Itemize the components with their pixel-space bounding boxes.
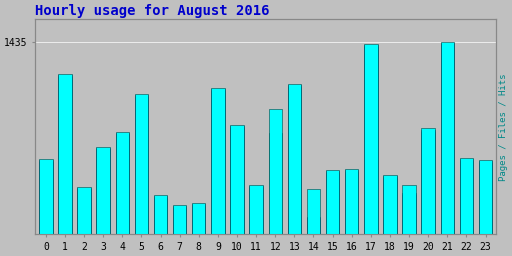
Bar <box>77 188 91 256</box>
Bar <box>173 206 186 256</box>
Bar <box>230 128 244 256</box>
Bar <box>307 218 320 256</box>
Bar <box>364 45 377 256</box>
Bar <box>269 109 282 256</box>
Bar <box>402 195 416 256</box>
Bar <box>479 161 492 256</box>
Bar <box>345 169 358 256</box>
Text: Hourly usage for August 2016: Hourly usage for August 2016 <box>35 4 270 18</box>
Bar <box>154 195 167 256</box>
Bar <box>383 175 397 256</box>
Bar <box>39 160 53 256</box>
Bar <box>326 170 339 256</box>
Bar <box>479 163 492 256</box>
Bar <box>460 158 473 256</box>
Bar <box>326 171 339 256</box>
Bar <box>326 173 339 256</box>
Bar <box>345 172 358 256</box>
Bar <box>460 159 473 256</box>
Bar <box>154 196 167 256</box>
Bar <box>96 149 110 256</box>
Bar <box>421 132 435 256</box>
Bar <box>77 187 91 256</box>
Bar <box>58 77 72 256</box>
Bar <box>345 170 358 256</box>
Bar <box>58 74 72 256</box>
Bar <box>288 87 301 256</box>
Bar <box>116 133 129 256</box>
Bar <box>192 206 205 256</box>
Bar <box>307 217 320 256</box>
Bar <box>479 160 492 256</box>
Bar <box>288 85 301 256</box>
Bar <box>383 178 397 256</box>
Bar <box>154 198 167 256</box>
Bar <box>116 134 129 256</box>
Bar <box>173 208 186 256</box>
Bar <box>249 188 263 256</box>
Bar <box>77 189 91 256</box>
Bar <box>364 44 377 256</box>
Bar <box>135 94 148 256</box>
Bar <box>288 84 301 256</box>
Bar <box>249 186 263 256</box>
Bar <box>96 147 110 256</box>
Bar <box>39 162 53 256</box>
Bar <box>402 185 416 256</box>
Bar <box>249 185 263 256</box>
Bar <box>211 89 225 256</box>
Bar <box>307 189 320 256</box>
Bar <box>269 244 282 256</box>
Bar <box>441 43 454 256</box>
Bar <box>211 88 225 256</box>
Bar <box>173 205 186 256</box>
Bar <box>230 125 244 256</box>
Bar <box>402 193 416 256</box>
Bar <box>192 204 205 256</box>
Bar <box>364 47 377 256</box>
Bar <box>135 95 148 256</box>
Bar <box>58 75 72 256</box>
Bar <box>441 42 454 256</box>
Bar <box>192 203 205 256</box>
Bar <box>135 97 148 256</box>
Bar <box>383 176 397 256</box>
Bar <box>441 44 454 256</box>
Bar <box>96 148 110 256</box>
Bar <box>211 91 225 256</box>
Bar <box>421 130 435 256</box>
Bar <box>116 132 129 256</box>
Bar <box>269 133 282 256</box>
Y-axis label: Pages / Files / Hits: Pages / Files / Hits <box>499 73 508 180</box>
Bar <box>460 161 473 256</box>
Bar <box>421 128 435 256</box>
Bar <box>39 159 53 256</box>
Bar <box>230 126 244 256</box>
